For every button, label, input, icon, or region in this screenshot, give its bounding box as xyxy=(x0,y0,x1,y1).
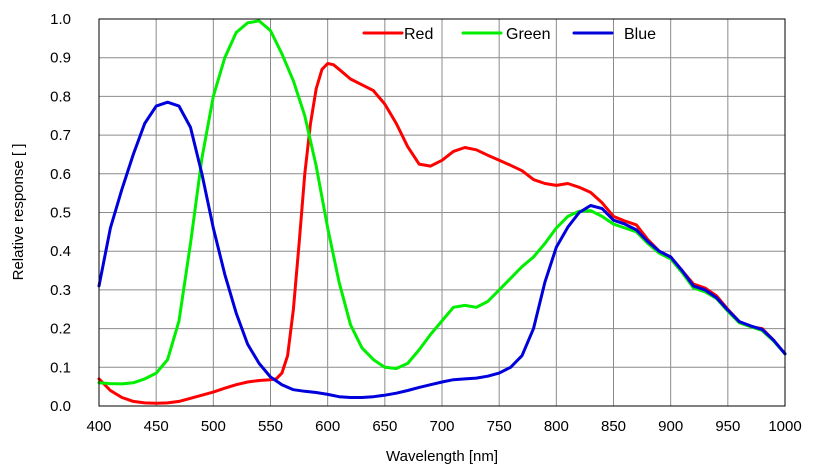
y-tick-labels: 0.0 0.1 0.2 0.3 0.4 0.5 0.6 0.7 0.8 0.9 1.0 xyxy=(50,11,71,415)
y-tick-label: 1.0 xyxy=(50,11,71,28)
x-tick-label: 600 xyxy=(315,418,340,435)
x-tick-label: 700 xyxy=(429,418,454,435)
x-tick-label: 550 xyxy=(258,418,283,435)
x-tick-label: 750 xyxy=(487,418,512,435)
series-line-blue xyxy=(97,100,787,399)
x-tick-label: 450 xyxy=(144,418,169,435)
x-tick-label: 900 xyxy=(658,418,683,435)
y-tick-label: 0.8 xyxy=(50,88,71,105)
x-tick-label: 800 xyxy=(544,418,569,435)
legend-label-blue: Blue xyxy=(624,26,656,43)
series-layer xyxy=(97,19,787,405)
x-tick-label: 400 xyxy=(86,418,111,435)
plot-frame xyxy=(98,18,786,407)
x-tick-label: 500 xyxy=(201,418,226,435)
legend: Red Green Blue xyxy=(362,26,656,43)
grid xyxy=(98,18,786,407)
x-tick-labels: 400 450 500 550 600 650 700 750 800 850 900 950 1000 xyxy=(86,418,801,435)
y-axis-title: Relative response [ ] xyxy=(10,144,27,281)
x-axis-title: Wavelength [nm] xyxy=(386,448,498,465)
legend-label-red: Red xyxy=(404,26,433,43)
legend-label-green: Green xyxy=(506,26,550,43)
y-tick-label: 0.2 xyxy=(50,321,71,338)
x-tick-label: 650 xyxy=(372,418,397,435)
y-tick-label: 0.0 xyxy=(50,398,71,415)
y-tick-label: 0.6 xyxy=(50,166,71,183)
y-tick-label: 0.7 xyxy=(50,127,71,144)
y-tick-label: 0.5 xyxy=(50,205,71,222)
x-tick-label: 850 xyxy=(601,418,626,435)
y-tick-label: 0.1 xyxy=(50,359,71,376)
y-tick-label: 0.9 xyxy=(50,50,71,67)
x-tick-label: 950 xyxy=(715,418,740,435)
y-tick-label: 0.4 xyxy=(50,243,71,260)
x-tick-label: 1000 xyxy=(768,418,801,435)
y-tick-label: 0.3 xyxy=(50,282,71,299)
